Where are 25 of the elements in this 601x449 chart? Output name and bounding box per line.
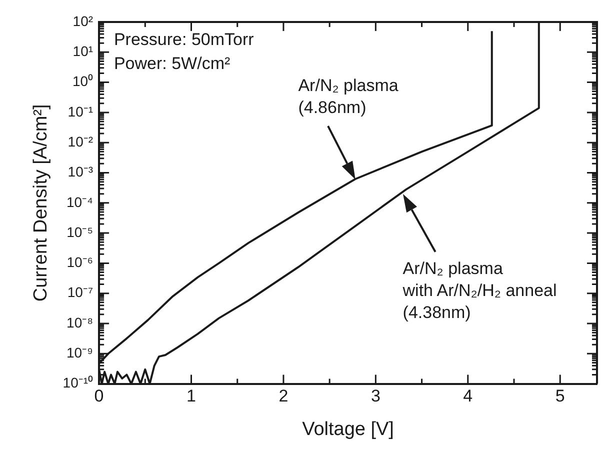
y-tick-label: 10⁻² [68,133,94,150]
y-tick-label: 10⁻⁴ [66,194,94,210]
y-tick-label: 10⁻¹⁰ [62,374,94,391]
annotation: Ar/N₂ plasma with Ar/N₂/H₂ anneal (4.38nm) [402,258,557,324]
annotation: Ar/N₂ plasma (4.86nm) [298,74,398,119]
y-tick-label: 10⁰ [72,73,94,90]
y-tick-label: 10⁻³ [68,164,94,180]
y-tick-label: 10⁻⁹ [66,344,94,361]
annotation: Power: 5W/cm² [114,53,230,76]
y-tick-label: 10⁻⁵ [66,224,94,240]
annotation: Pressure: 50mTorr [114,29,254,52]
x-tick-label: 0 [94,386,104,406]
y-tick-label: 10⁻¹ [68,103,94,120]
y-tick-label: 10¹ [72,43,94,60]
x-tick-label: 2 [278,386,288,406]
x-tick-label: 4 [463,386,473,406]
x-tick-label: 1 [186,386,196,406]
y-tick-label: 10⁻⁶ [66,254,94,270]
y-axis-title: Current Density [A/cm²] [30,104,52,302]
y-tick-label: 10⁻⁸ [66,314,94,330]
y-tick-label: 10² [72,12,94,29]
y-tick-label: 10⁻⁷ [67,284,94,300]
x-axis-title: Voltage [V] [302,418,394,440]
x-tick-label: 3 [370,386,380,406]
x-tick-label: 5 [555,386,565,406]
